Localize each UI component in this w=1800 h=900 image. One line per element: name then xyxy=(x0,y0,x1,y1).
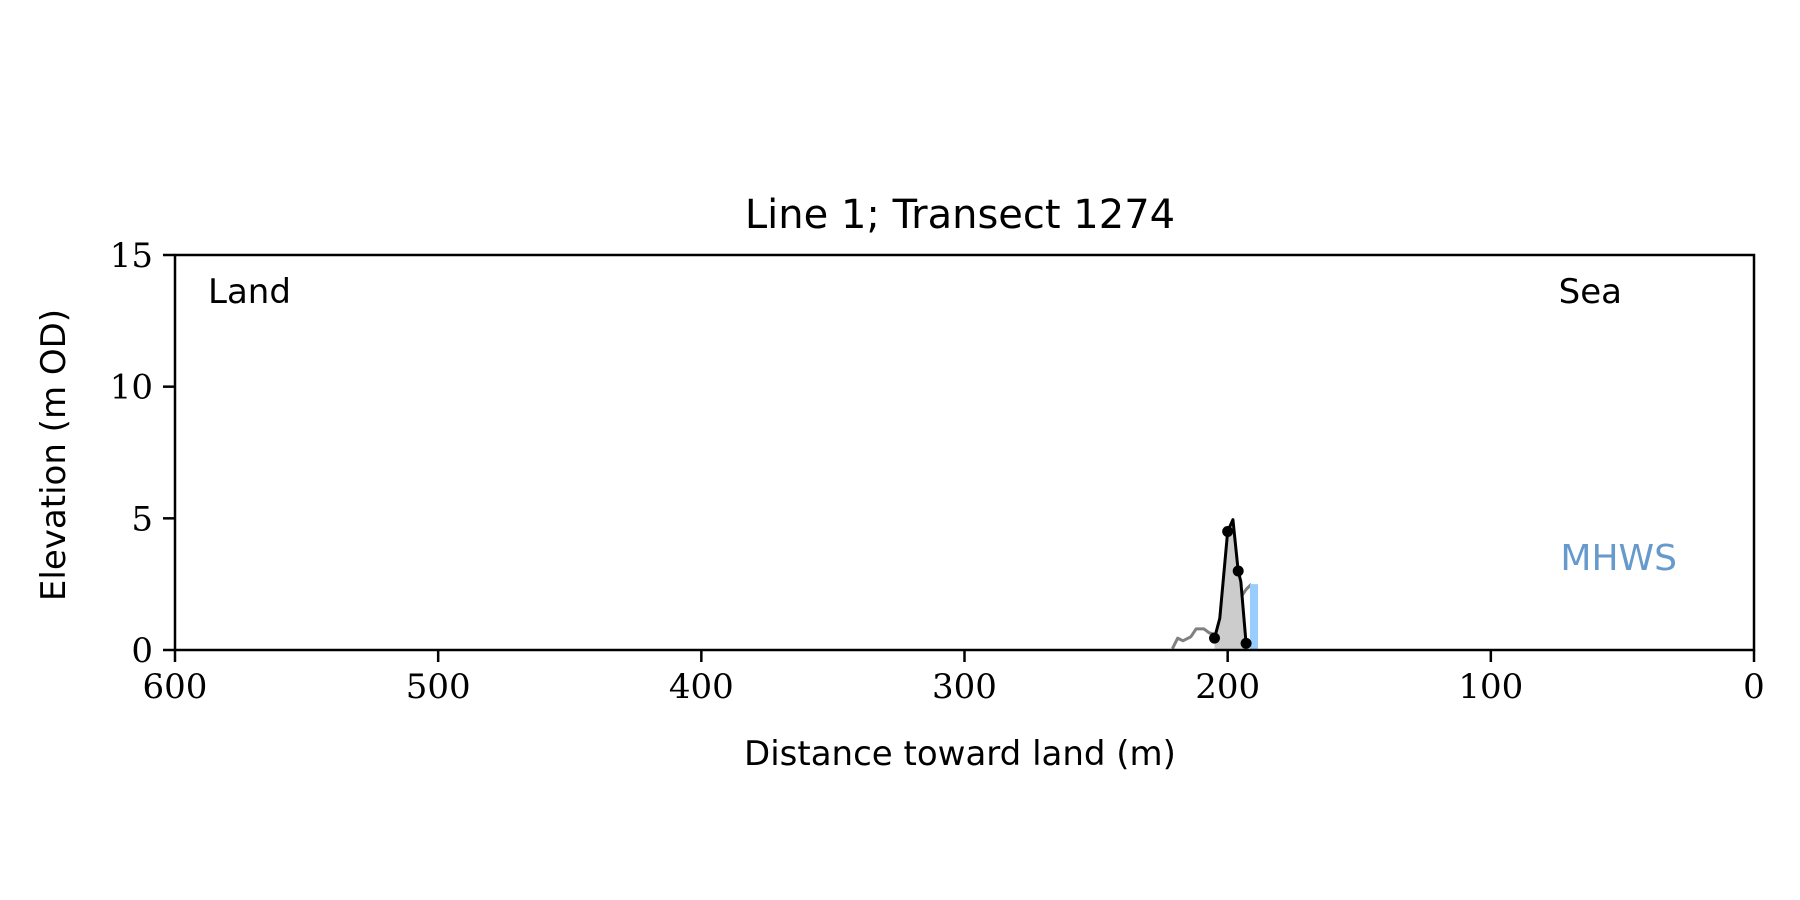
mhws-label: MHWS xyxy=(1560,538,1677,579)
dune-profile-line xyxy=(1213,518,1248,644)
profile-marker-3 xyxy=(1232,565,1244,577)
sea-label: Sea xyxy=(1559,272,1622,312)
land-label: Land xyxy=(208,272,291,312)
chart-title: Line 1; Transect 1274 xyxy=(745,192,1175,238)
y-tick-label: 0 xyxy=(131,631,153,671)
x-tick-label: 300 xyxy=(932,667,997,707)
axes-layer: 600 500 400 300 200 100 0 0 5 10 15 xyxy=(110,236,1765,707)
profile-marker-1 xyxy=(1209,632,1221,644)
y-tick-label: 10 xyxy=(110,368,153,408)
x-tick-label: 200 xyxy=(1195,667,1260,707)
y-tick-label: 15 xyxy=(110,236,153,276)
profile-marker-2 xyxy=(1222,526,1234,537)
x-tick-label: 400 xyxy=(669,667,734,707)
x-tick-label: 600 xyxy=(143,667,208,707)
y-axis-label: Elevation (m OD) xyxy=(34,309,74,601)
profile-marker-4 xyxy=(1240,637,1252,649)
x-tick-label: 0 xyxy=(1743,667,1765,707)
x-tick-label: 500 xyxy=(406,667,471,707)
dune-fill xyxy=(1214,519,1247,650)
plot-layer xyxy=(1171,518,1258,650)
x-axis-label: Distance toward land (m) xyxy=(744,734,1176,774)
y-tick-label: 5 xyxy=(131,499,153,539)
x-tick-label: 100 xyxy=(1458,667,1523,707)
